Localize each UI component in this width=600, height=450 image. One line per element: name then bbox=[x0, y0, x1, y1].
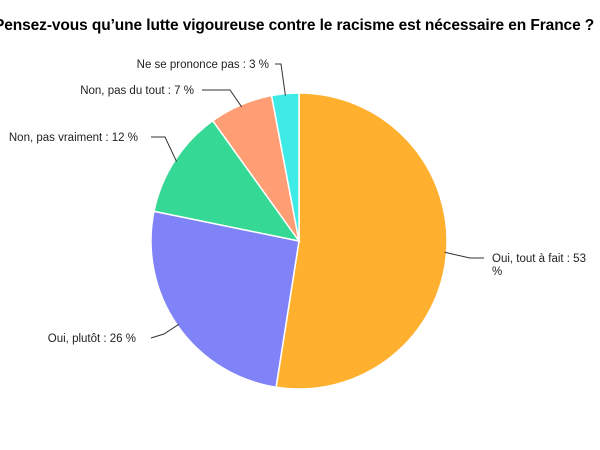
slice-label-4: Ne se prononce pas : 3 % bbox=[137, 59, 269, 71]
leader-line-3 bbox=[202, 89, 243, 108]
slice-label-1: Oui, plutôt : 26 % bbox=[48, 333, 136, 345]
leader-line-0 bbox=[444, 251, 484, 259]
pie-slice-1 bbox=[150, 210, 300, 389]
pie-slices bbox=[150, 92, 448, 390]
pie-slice-2 bbox=[153, 119, 301, 243]
label-leaders bbox=[150, 63, 484, 339]
slice-label-0: Oui, tout à fait : 53 bbox=[492, 253, 586, 265]
slice-label-0-line2: % bbox=[492, 266, 502, 278]
leader-line-1 bbox=[150, 323, 180, 339]
chart-title: Pensez-vous qu’une lutte vigoureuse cont… bbox=[0, 17, 595, 34]
leader-line-4 bbox=[275, 63, 286, 96]
slice-labels: Oui, tout à fait : 53% Oui, plutôt : 26 %… bbox=[9, 59, 586, 345]
slice-label-3: Non, pas du tout : 7 % bbox=[80, 85, 194, 97]
slice-label-2: Non, pas vraiment : 12 % bbox=[9, 132, 138, 144]
leader-line-2 bbox=[151, 136, 177, 162]
pie-slice-0 bbox=[275, 92, 448, 390]
